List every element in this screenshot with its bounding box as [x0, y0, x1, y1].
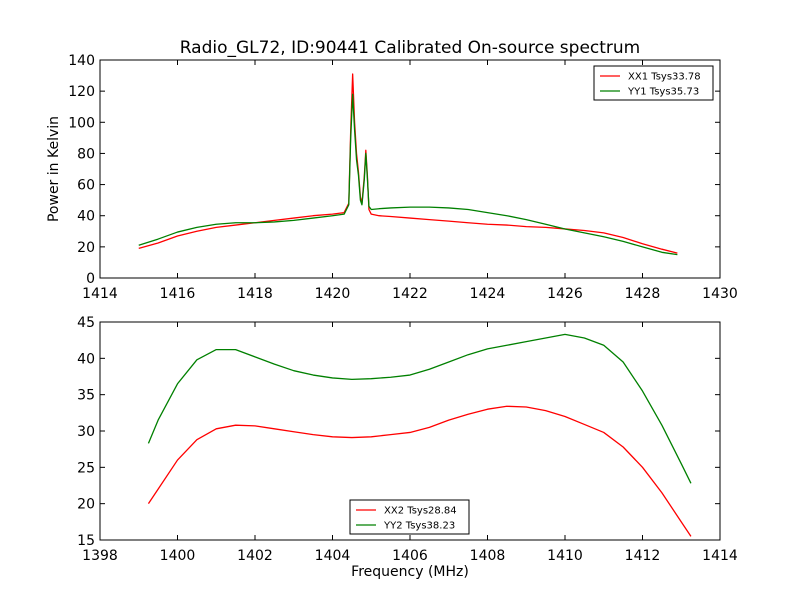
panel-2-x-axis-label: Frequency (MHz)	[351, 564, 469, 580]
panel-2-series-line-yy	[147, 333, 692, 484]
panel-1-y-tick-label: 120	[68, 84, 95, 100]
panel-2-y-tick-label: 35	[77, 388, 95, 404]
panel-1-y-tick-label: 100	[68, 115, 95, 131]
panel-2-x-tick-label: 1398	[82, 548, 118, 564]
panel-2-x-tick-label: 1402	[237, 548, 273, 564]
panel-2-y-tick-label: 25	[77, 460, 95, 476]
panel-2-x-tick-label: 1408	[470, 548, 506, 564]
panel-1-y-tick-label: 60	[77, 178, 95, 194]
panel-1-legend-label: YY1 Tsys35.73	[627, 87, 699, 98]
panel-2: 1398 1400 1402 1404 1406 1408 1410 1412 1414 15 20…	[77, 315, 738, 580]
panel-1-x-tick-label: 1426	[547, 286, 583, 302]
panel-1-legend: XX1 Tsys33.78 YY1 Tsys35.73	[593, 65, 714, 101]
panel-2-y-tick-label: 45	[77, 315, 95, 331]
panel-1: 1414 1416 1418 1420 1422 1424 1426 1428 1430 0 20 4…	[46, 53, 738, 302]
panel-2-x-tick-label: 1406	[392, 548, 428, 564]
panel-2-legend-label: YY2 Tsys38.23	[383, 521, 455, 532]
panel-1-y-tick-label: 140	[68, 53, 95, 69]
panel-1-y-tick-label: 20	[77, 240, 95, 256]
panel-2-y-tick-label: 40	[77, 351, 95, 367]
panel-1-x-tick-label: 1428	[625, 286, 661, 302]
panel-2-x-tick-label: 1414	[702, 548, 738, 564]
panel-1-y-tick-label: 40	[77, 209, 95, 225]
panel-1-x-tick-label: 1416	[160, 286, 196, 302]
panel-1-legend-box	[593, 65, 714, 101]
panel-2-y-tick-label: 20	[77, 497, 95, 513]
panel-2-y-tick-label: 15	[77, 533, 95, 549]
panel-1-x-tick-label: 1420	[315, 286, 351, 302]
panel-1-y-axis-label: Power in Kelvin	[46, 116, 62, 222]
panel-1-x-tick-label: 1418	[237, 286, 273, 302]
panel-1-x-tick-label: 1424	[470, 286, 506, 302]
panel-2-legend: XX2 Tsys28.84 YY2 Tsys38.23	[349, 499, 470, 535]
panel-2-y-tick-label: 30	[77, 424, 95, 440]
panel-1-y-tick-label: 0	[86, 271, 95, 287]
panel-2-x-tick-label: 1410	[547, 548, 583, 564]
panel-2-x-tick-label: 1400	[160, 548, 196, 564]
panel-2-legend-label: XX2 Tsys28.84	[384, 506, 457, 517]
panel-1-x-tick-label: 1430	[702, 286, 738, 302]
panel-1-series-line-xx	[138, 73, 678, 254]
panel-2-x-tick-label: 1404	[315, 548, 351, 564]
panel-1-legend-label: XX1 Tsys33.78	[628, 72, 701, 83]
panel-2-series-line-xx	[147, 405, 692, 537]
panel-1-y-tick-label: 80	[77, 146, 95, 162]
panel-1-x-tick-label: 1422	[392, 286, 428, 302]
panel-1-series-line-yy	[138, 93, 678, 256]
figure-title: Radio_GL72, ID:90441 Calibrated On-sourc…	[180, 38, 641, 58]
panel-2-legend-box	[349, 499, 470, 535]
panel-1-x-tick-label: 1414	[82, 286, 118, 302]
panel-2-x-tick-label: 1412	[625, 548, 661, 564]
